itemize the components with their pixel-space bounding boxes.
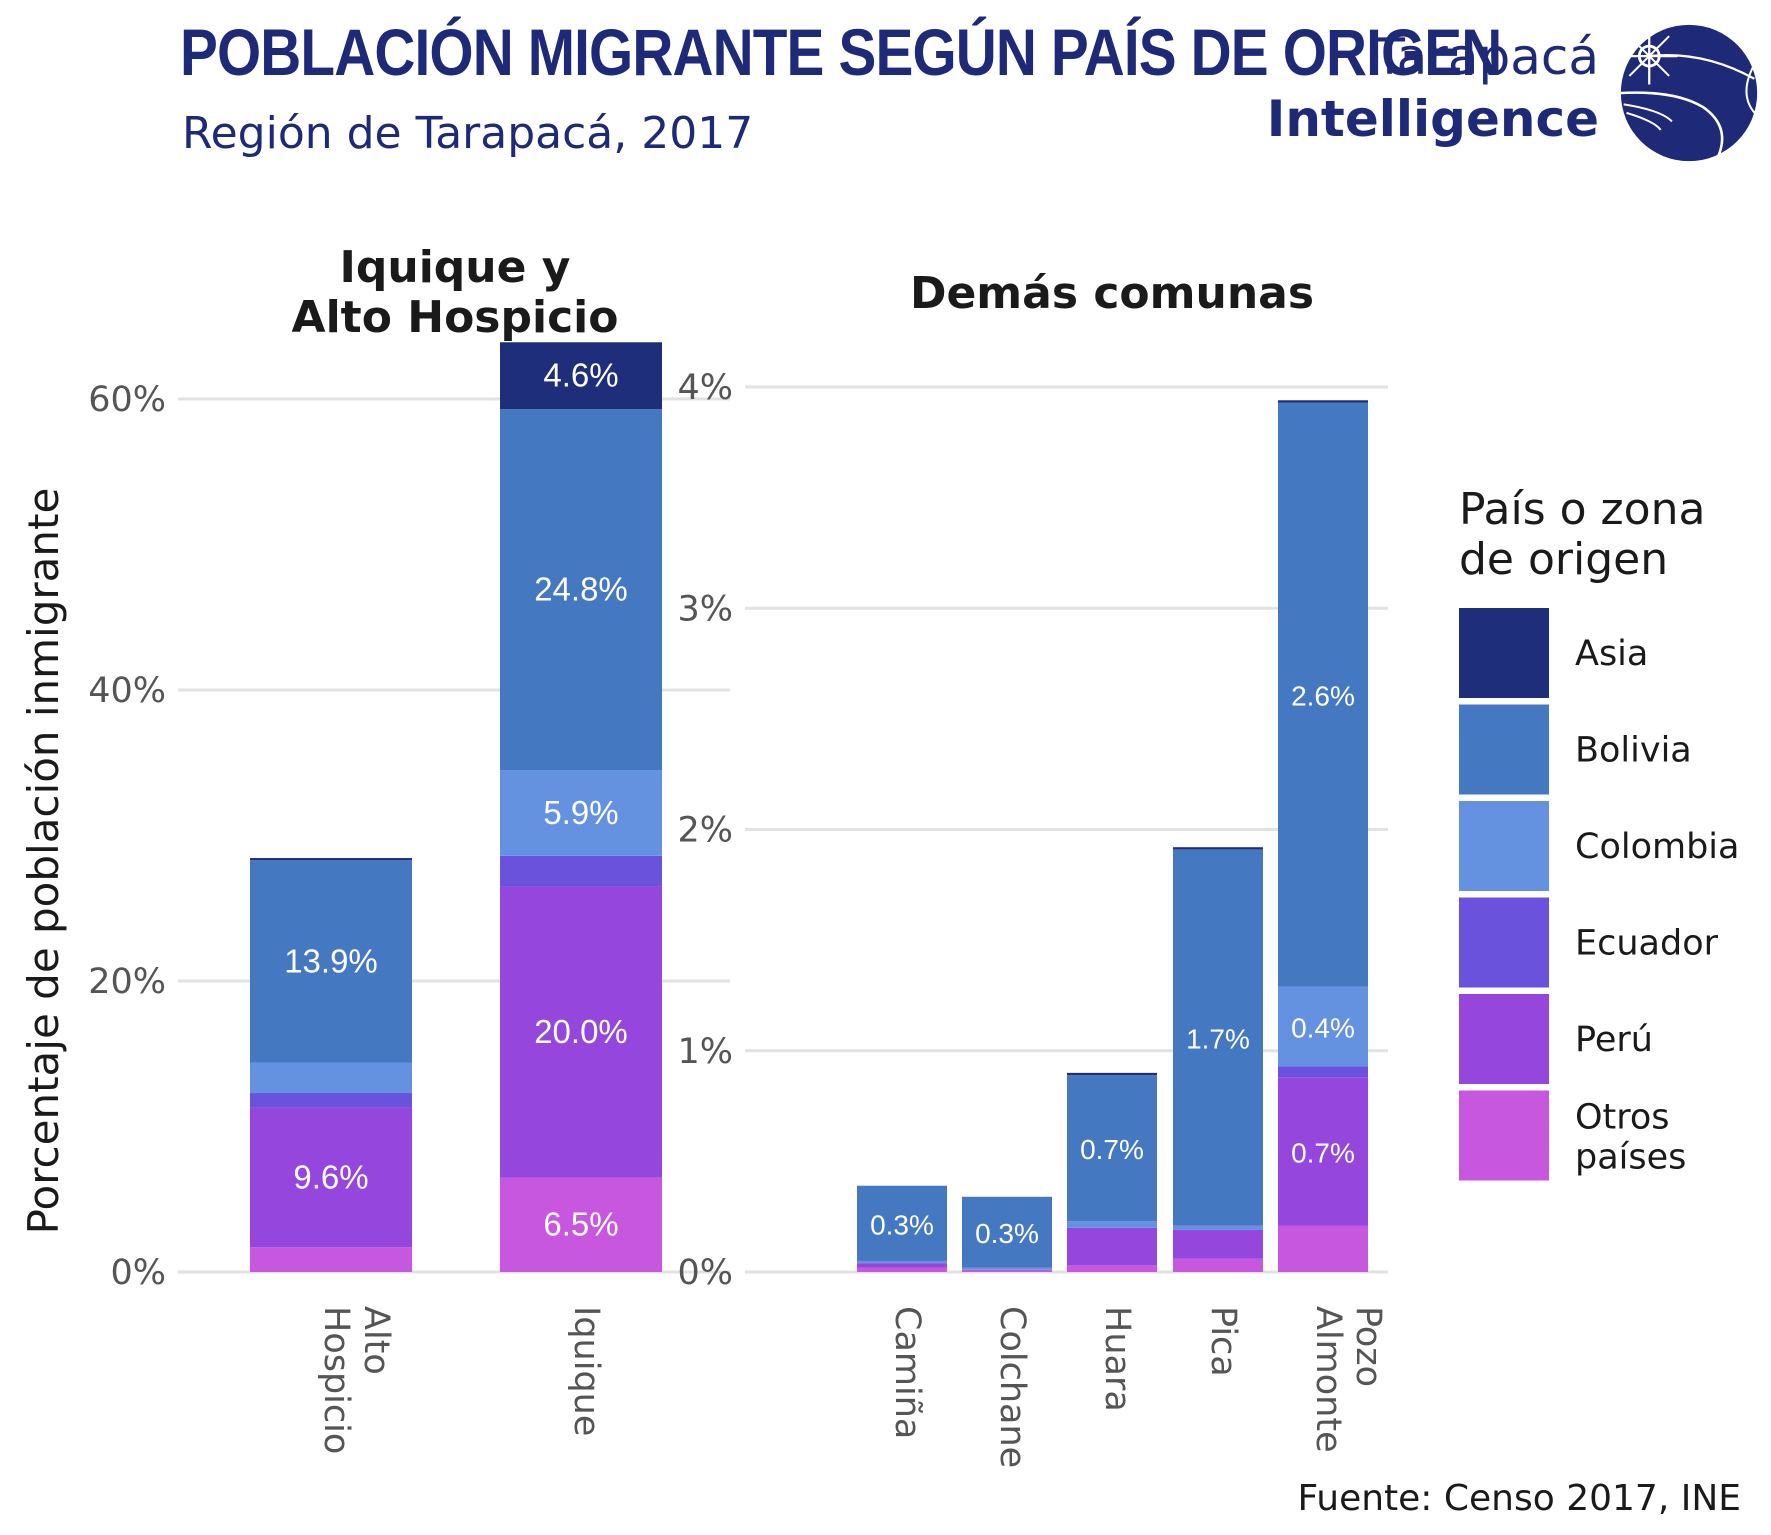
bar-pica-otros-paises <box>1173 1258 1263 1272</box>
bar-pica-peru <box>1173 1229 1263 1259</box>
bar-huara-bolivia <box>1067 1075 1157 1222</box>
bar-camina-bolivia <box>857 1185 947 1261</box>
bar-alto-hospicio-ecuador <box>250 1093 412 1108</box>
panel-1-ytick-label: 40% <box>88 671 166 711</box>
data-label-iquique-asia: 4.6% <box>543 357 618 394</box>
bar-iquique-ecuador <box>500 855 662 887</box>
legend-swatch-otros-paises <box>1459 1090 1549 1181</box>
bar-alto-hospicio-otros-paises <box>250 1247 412 1272</box>
x-tick-label-iquique: Iquique <box>566 1306 606 1436</box>
legend-label-ecuador: Ecuador <box>1575 924 1719 964</box>
panel-2-ytick-label: 1% <box>677 1032 733 1072</box>
bar-colchane-bolivia <box>962 1196 1052 1268</box>
x-tick-label-pica: Pica <box>1203 1306 1243 1377</box>
x-tick-label-alto-hospicio: AltoHospicio <box>316 1306 396 1454</box>
bar-pica-bolivia <box>1173 849 1263 1226</box>
bar-iquique-bolivia <box>500 409 662 771</box>
bar-alto-hospicio-bolivia <box>250 860 412 1063</box>
legend-label-asia: Asia <box>1575 634 1648 674</box>
bar-huara-peru <box>1067 1227 1157 1266</box>
bar-pica-asia <box>1173 847 1263 850</box>
bar-huara-otros-paises <box>1067 1265 1157 1272</box>
bar-iquique-peru <box>500 886 662 1178</box>
panel-1-title: Iquique y Alto Hospicio <box>292 242 619 343</box>
x-tick-label-camina: Camiña <box>887 1306 927 1439</box>
bar-pozo-almonte-asia <box>1278 400 1368 403</box>
panel-1-ytick-label: 0% <box>110 1253 166 1293</box>
chart-subtitle: Región de Tarapacá, 2017 <box>182 108 754 159</box>
data-label-colchane-bolivia: 0.3% <box>975 1218 1039 1249</box>
bar-alto-hospicio-asia <box>250 858 412 861</box>
data-label-alto-hospicio-bolivia: 13.9% <box>284 942 378 979</box>
bar-pozo-almonte-bolivia <box>1278 402 1368 987</box>
bar-alto-hospicio-peru <box>250 1107 412 1248</box>
data-label-pozo-almonte-bolivia: 2.6% <box>1291 681 1355 712</box>
bar-colchane-colombia <box>962 1267 1052 1270</box>
bar-pozo-almonte-otros-paises <box>1278 1225 1368 1272</box>
panel-1-ytick-label: 60% <box>88 380 166 420</box>
logo-text-tarapaca: Tarapacá <box>1374 28 1599 86</box>
logo-text-intelligence: Intelligence <box>1266 90 1599 148</box>
legend-swatch-bolivia <box>1459 704 1549 795</box>
data-label-huara-bolivia: 0.7% <box>1080 1134 1144 1165</box>
panel-2-title: Demás comunas <box>910 268 1314 319</box>
bar-camina-otros-paises <box>857 1267 947 1272</box>
legend-swatch-ecuador <box>1459 897 1549 988</box>
legend-label-colombia: Colombia <box>1575 827 1739 867</box>
legend-label-otros-paises: Otros países <box>1575 1098 1686 1178</box>
data-label-pozo-almonte-peru: 0.7% <box>1291 1137 1355 1168</box>
x-tick-label-colchane: Colchane <box>992 1306 1032 1468</box>
y-axis-label: Porcentaje de población inmigrante <box>19 488 68 1235</box>
bar-pozo-almonte-colombia <box>1278 986 1368 1067</box>
bar-alto-hospicio-colombia <box>250 1062 412 1094</box>
tarapaca-intelligence-logo-icon <box>1620 24 1758 162</box>
bar-iquique-colombia <box>500 770 662 856</box>
data-label-iquique-peru: 20.0% <box>534 1013 628 1050</box>
bar-huara-colombia <box>1067 1221 1157 1228</box>
data-label-pica-bolivia: 1.7% <box>1186 1023 1250 1054</box>
x-tick-label-huara: Huara <box>1097 1306 1137 1412</box>
data-label-iquique-bolivia: 24.8% <box>534 571 628 608</box>
x-tick-label-pozo-almonte: PozoAlmonte <box>1308 1306 1388 1453</box>
legend-swatch-colombia <box>1459 801 1549 891</box>
bar-pica-colombia <box>1173 1225 1263 1230</box>
bar-pozo-almonte-ecuador <box>1278 1066 1368 1078</box>
source-note: Fuente: Censo 2017, INE <box>1297 1478 1741 1519</box>
bar-colchane-otros-paises <box>962 1269 1052 1272</box>
bar-camina-colombia <box>857 1260 947 1264</box>
bar-pozo-almonte-peru <box>1278 1077 1368 1226</box>
bar-iquique-asia <box>500 342 662 410</box>
bar-camina-peru <box>857 1263 947 1268</box>
data-label-pozo-almonte-colombia: 0.4% <box>1291 1012 1355 1043</box>
legend-swatch-asia <box>1459 608 1549 698</box>
data-label-iquique-otros-paises: 6.5% <box>543 1206 618 1243</box>
panel-1-ytick-label: 20% <box>88 962 166 1002</box>
legend-label-bolivia: Bolivia <box>1575 731 1692 771</box>
panel-2-ytick-label: 3% <box>677 589 733 629</box>
legend-title: País o zona de origen <box>1459 484 1705 585</box>
data-label-iquique-colombia: 5.9% <box>543 794 618 831</box>
panel-2-ytick-label: 4% <box>677 368 733 408</box>
data-label-alto-hospicio-peru: 9.6% <box>293 1158 368 1195</box>
chart-title: POBLACIÓN MIGRANTE SEGÚN PAÍS DE ORIGEN <box>180 15 1502 89</box>
panel-2-ytick-label: 0% <box>677 1253 733 1293</box>
panel-2-ytick-label: 2% <box>677 811 733 851</box>
legend-label-peru: Perú <box>1575 1020 1653 1060</box>
data-label-camina-bolivia: 0.3% <box>870 1209 934 1240</box>
legend-swatch-peru <box>1459 994 1549 1084</box>
bar-iquique-otros-paises <box>500 1177 662 1272</box>
bar-huara-asia <box>1067 1072 1157 1076</box>
